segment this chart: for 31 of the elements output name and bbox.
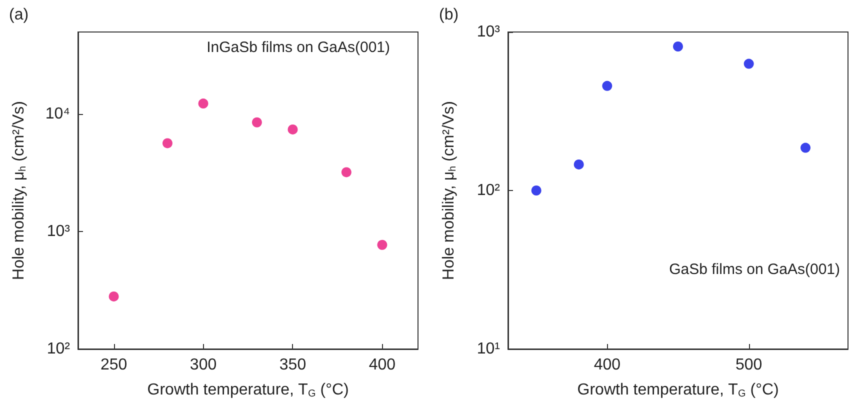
y-tick-label: 10⁴ xyxy=(45,106,70,123)
point xyxy=(198,98,208,109)
annotation: GaSb films on GaAs(001) xyxy=(669,261,840,278)
x-tick-label: 250 xyxy=(100,356,128,374)
y-tick-label: 10³ xyxy=(46,223,71,240)
point xyxy=(252,117,262,128)
point xyxy=(108,291,119,302)
point xyxy=(288,124,298,134)
y-tick-label: 10¹ xyxy=(476,340,500,358)
annotation: InGaSb films on GaAs(001) xyxy=(206,39,390,56)
point xyxy=(341,167,352,178)
y-axis-title: Hole mobility, μh (cm²/Vs) xyxy=(440,101,458,280)
y-tick-label: 10² xyxy=(46,340,71,358)
x-tick-label: 500 xyxy=(735,356,762,374)
y-axis-title: Hole mobility, μh (cm²/Vs) xyxy=(10,101,28,280)
x-tick-label: 400 xyxy=(368,356,396,374)
point xyxy=(574,159,584,170)
point xyxy=(673,42,683,52)
chart-title: (b) xyxy=(439,6,459,24)
y-tick-label: 10² xyxy=(476,182,501,199)
y-tick-label: 10³ xyxy=(476,24,501,40)
point xyxy=(800,142,810,153)
point xyxy=(531,186,542,196)
point xyxy=(744,58,754,69)
x-tick-label: 400 xyxy=(594,356,621,374)
chart-title: (a) xyxy=(9,6,29,24)
point xyxy=(162,138,172,148)
x-tick-label: 300 xyxy=(190,356,217,374)
point xyxy=(602,80,612,91)
point xyxy=(377,240,388,250)
x-tick-label: 350 xyxy=(279,356,306,374)
